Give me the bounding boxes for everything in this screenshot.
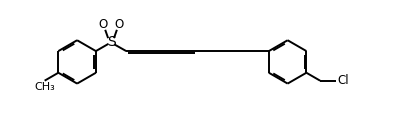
Text: S: S <box>107 35 115 49</box>
Text: O: O <box>115 18 124 31</box>
Text: CH₃: CH₃ <box>34 82 55 92</box>
Text: O: O <box>98 18 107 31</box>
Text: Cl: Cl <box>338 74 349 87</box>
